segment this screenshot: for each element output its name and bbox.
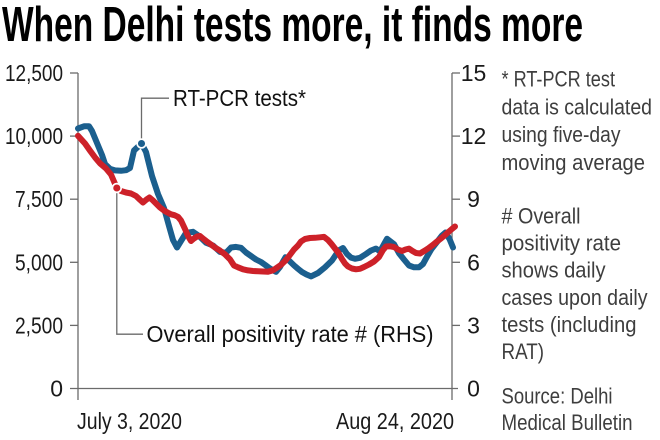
svg-text:Overall positivity rate # (RHS: Overall positivity rate # (RHS) xyxy=(147,321,434,347)
svg-text:using five-day: using five-day xyxy=(502,122,621,147)
svg-text:7,500: 7,500 xyxy=(15,186,63,212)
svg-text:6: 6 xyxy=(467,249,480,275)
svg-text:July 3, 2020: July 3, 2020 xyxy=(77,408,182,434)
svg-text:Source: Delhi: Source: Delhi xyxy=(502,384,613,409)
svg-text:RAT): RAT) xyxy=(502,339,545,364)
svg-text:shows daily: shows daily xyxy=(502,258,606,283)
svg-text:Medical Bulletin: Medical Bulletin xyxy=(502,410,633,435)
svg-text:0: 0 xyxy=(467,376,480,402)
svg-text:* RT-PCR test: * RT-PCR test xyxy=(502,67,616,92)
svg-text:2,500: 2,500 xyxy=(15,312,63,338)
svg-text:12: 12 xyxy=(461,123,487,149)
svg-text:15: 15 xyxy=(461,60,487,86)
svg-text:RT-PCR tests*: RT-PCR tests* xyxy=(173,85,306,111)
svg-text:positivity rate: positivity rate xyxy=(502,231,622,256)
svg-text:0: 0 xyxy=(50,376,63,402)
svg-text:# Overall: # Overall xyxy=(502,204,581,229)
svg-text:9: 9 xyxy=(467,186,480,212)
svg-text:moving average: moving average xyxy=(502,150,646,175)
svg-text:5,000: 5,000 xyxy=(15,249,63,275)
svg-text:data is calculated: data is calculated xyxy=(502,95,653,120)
svg-text:tests (including: tests (including xyxy=(502,312,637,337)
svg-text:Aug 24, 2020: Aug 24, 2020 xyxy=(336,408,454,434)
svg-text:12,500: 12,500 xyxy=(5,60,63,86)
svg-text:cases upon daily: cases upon daily xyxy=(502,285,648,310)
svg-text:10,000: 10,000 xyxy=(5,123,63,149)
svg-text:3: 3 xyxy=(467,312,480,338)
svg-text:When Delhi tests more, it find: When Delhi tests more, it finds more xyxy=(2,0,583,52)
